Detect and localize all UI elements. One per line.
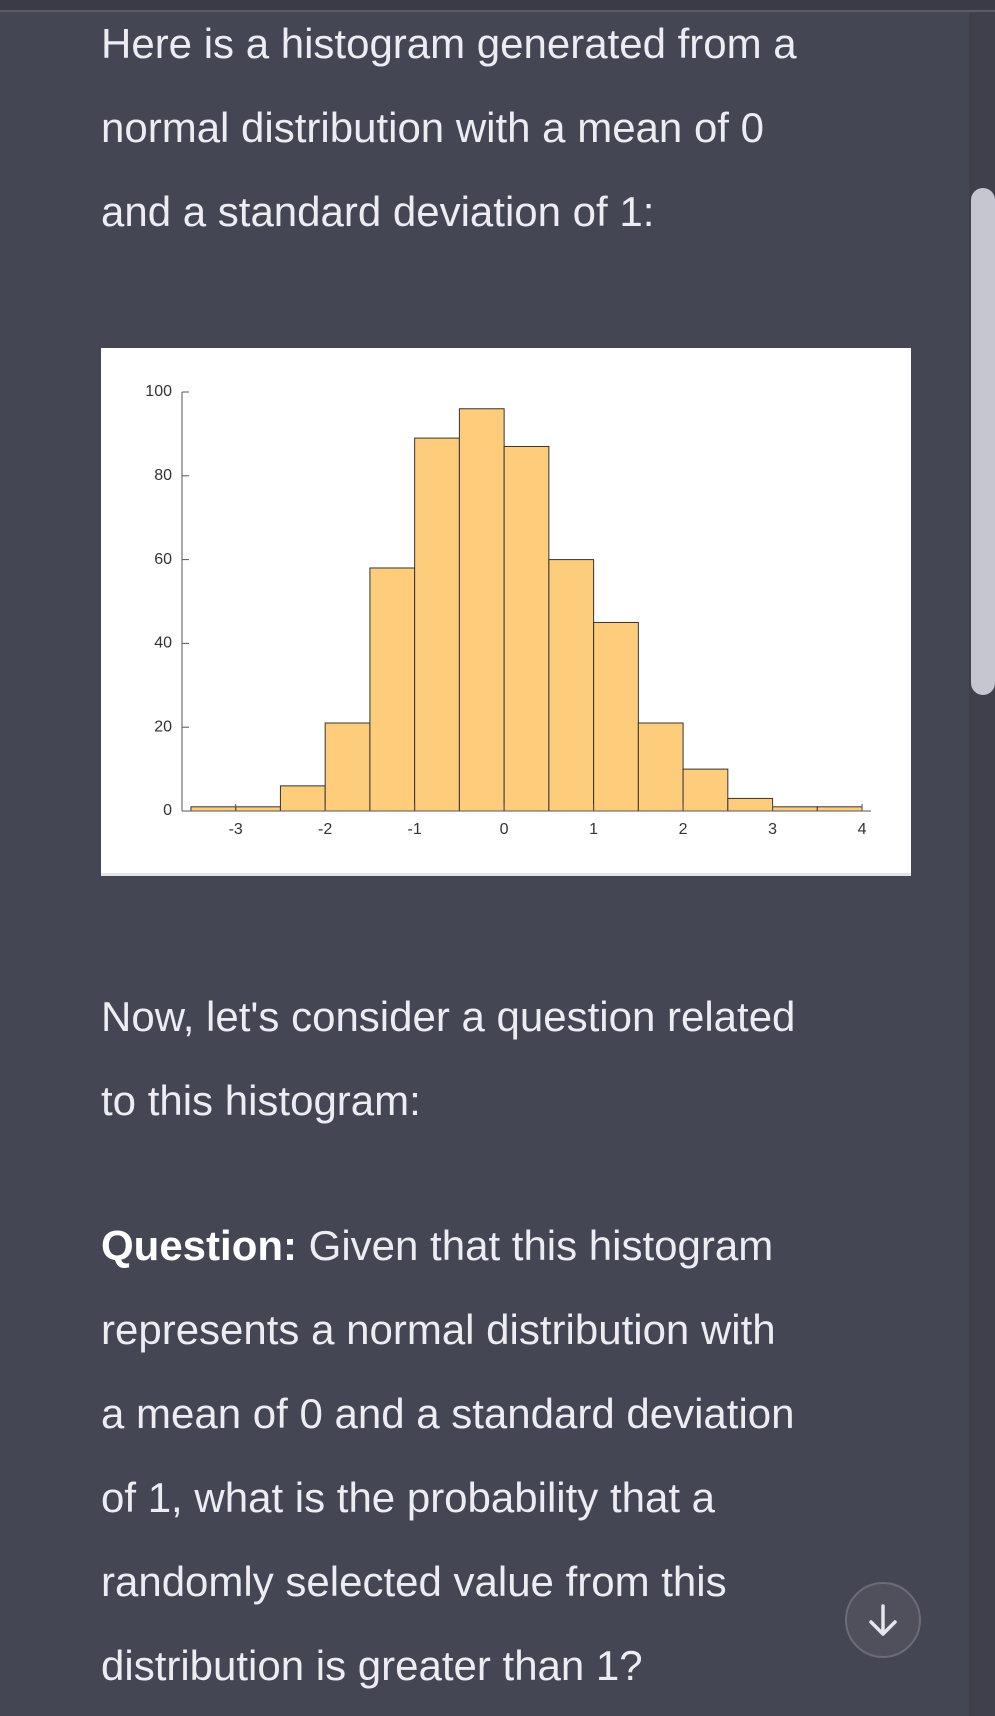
bar — [637, 722, 684, 812]
intro-paragraph: Here is a histogram generated from a norm… — [101, 2, 961, 254]
question-text: Given that this histogram — [308, 1222, 774, 1269]
x-tick-label: 2 — [679, 821, 688, 838]
followup-paragraph: Now, let's consider a question related to… — [101, 975, 961, 1143]
x-tick-label: 3 — [768, 821, 777, 838]
y-tick-label: 80 — [154, 467, 172, 484]
text-line: of 1, what is the probability that a — [101, 1456, 961, 1540]
text-line: distribution is greater than 1? — [101, 1624, 961, 1708]
x-tick-label: -3 — [229, 821, 243, 838]
top-border — [0, 0, 995, 12]
bar — [503, 445, 550, 812]
question-text: randomly selected value from this — [101, 1558, 727, 1605]
question-text: represents a normal distribution with — [101, 1306, 776, 1353]
y-tick-label: 20 — [154, 718, 172, 735]
text-line: Now, let's consider a question related — [101, 993, 796, 1040]
question-paragraph: Question: Given that this histogram repre… — [101, 1204, 961, 1708]
bar — [235, 806, 281, 812]
bar — [190, 806, 237, 812]
y-tick-label: 60 — [154, 551, 172, 568]
text-line: and a standard deviation of 1: — [101, 188, 655, 235]
bar — [548, 559, 595, 812]
chart-image: 0 20 40 60 80 100 -3 -2 -1 0 1 2 3 4 — [101, 348, 911, 876]
bar — [369, 567, 416, 812]
x-tick-label: -1 — [408, 821, 422, 838]
text-line: represents a normal distribution with — [101, 1288, 961, 1372]
question-text: a mean of 0 and a standard deviation — [101, 1390, 795, 1437]
bar — [593, 621, 639, 812]
bar — [772, 806, 818, 812]
text-line: Here is a histogram generated from a — [101, 20, 797, 67]
x-tick-label: 0 — [500, 821, 509, 838]
bar — [816, 806, 863, 812]
y-tick-label: 0 — [163, 802, 172, 819]
scroll-down-button[interactable] — [845, 1582, 921, 1658]
bar — [414, 437, 460, 812]
bar — [727, 797, 774, 812]
bar — [458, 408, 505, 812]
bar — [682, 768, 729, 812]
y-tick-label: 100 — [145, 383, 172, 400]
text-line: Question: Given that this histogram — [101, 1204, 961, 1288]
arrow-icon — [869, 1604, 897, 1636]
text-line: a mean of 0 and a standard deviation — [101, 1372, 961, 1456]
bar — [324, 722, 371, 812]
text-line: randomly selected value from this — [101, 1540, 961, 1624]
x-tick-label: 1 — [589, 821, 598, 838]
text-line: normal distribution with a mean of 0 — [101, 104, 764, 151]
question-label: Question: — [101, 1222, 297, 1269]
bar — [279, 785, 326, 812]
question-text: of 1, what is the probability that a — [101, 1474, 716, 1521]
chart: 0 20 40 60 80 100 -3 -2 -1 0 1 2 3 4 — [145, 383, 871, 838]
x-tick-label: 4 — [858, 821, 867, 838]
scrollbar-thumb[interactable] — [971, 188, 995, 695]
y-tick-label: 40 — [154, 635, 172, 652]
question-text: distribution is greater than 1? — [101, 1642, 643, 1689]
x-tick-label: -2 — [318, 821, 332, 838]
text-line: to this histogram: — [101, 1077, 421, 1124]
